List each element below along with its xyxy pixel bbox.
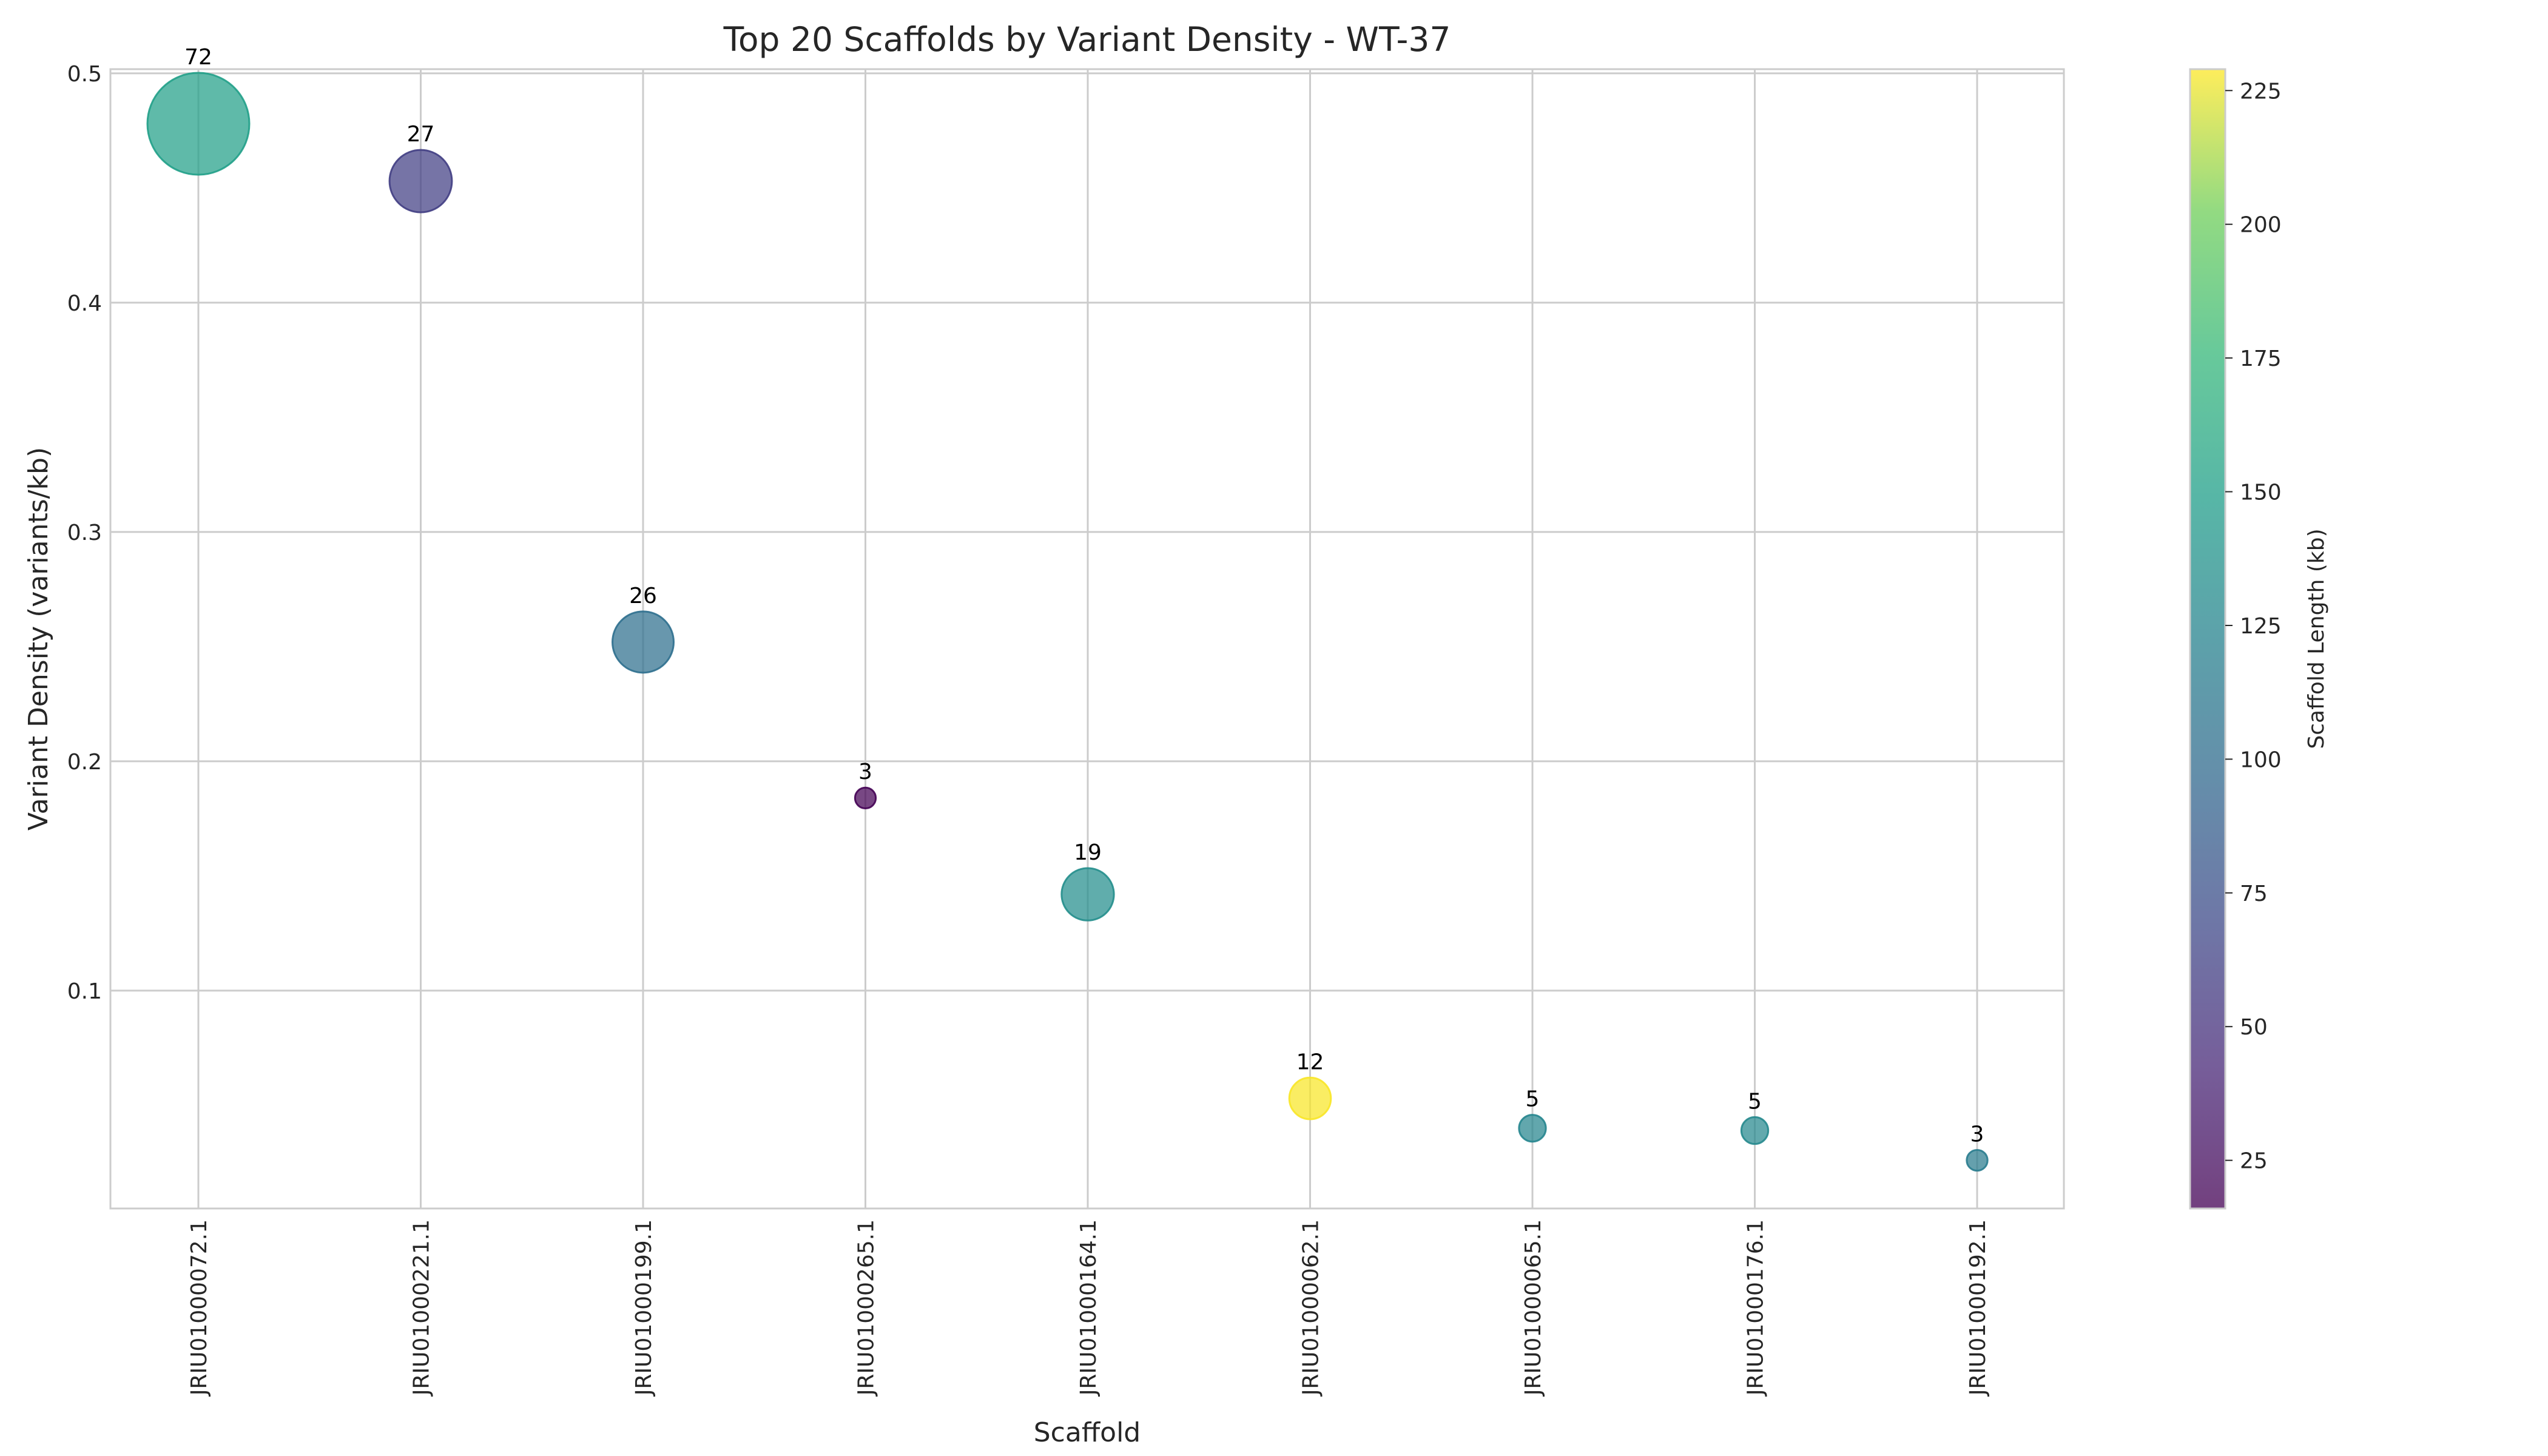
scatter-point [1966, 1148, 1989, 1172]
scatter-point [388, 149, 453, 214]
data-points [146, 72, 1989, 1172]
x-tick-label: JRIU01000164.1 [1076, 1219, 1101, 1397]
colorbar-ticks: 25 50 75 100 125 150 175 200 225 [2225, 79, 2282, 1174]
x-axis-label: Scaffold [1034, 1417, 1141, 1448]
variant-count-label: 3 [858, 760, 872, 784]
colorbar-tick-label: 200 [2240, 213, 2282, 238]
y-axis-ticks: 0.1 0.2 0.3 0.4 0.5 [67, 62, 102, 1004]
colorbar: 25 50 75 100 125 150 175 200 225 Scaffold Length… [2189, 68, 2329, 1210]
variant-count-label: 27 [407, 122, 435, 147]
y-tick-label: 0.5 [67, 62, 102, 87]
scatter-point [1288, 1076, 1332, 1121]
colorbar-tick-label: 25 [2240, 1149, 2268, 1174]
x-tick-label: JRIU01000062.1 [1299, 1219, 1324, 1397]
y-tick-label: 0.4 [67, 291, 102, 316]
x-tick-label: JRIU01000065.1 [1521, 1219, 1546, 1397]
colorbar-tick-label: 50 [2240, 1015, 2268, 1040]
x-tick-label: JRIU01000265.1 [854, 1219, 879, 1397]
scatter-point [1060, 867, 1115, 922]
x-tick-label: JRIU01000192.1 [1966, 1219, 1990, 1397]
scatter-point [854, 786, 877, 810]
colorbar-tick-label: 175 [2240, 346, 2282, 371]
x-axis-ticks: JRIU01000072.1 JRIU01000221.1 JRIU01000199… [187, 1219, 1990, 1397]
colorbar-gradient [2190, 69, 2225, 1208]
colorbar-tick-label: 125 [2240, 614, 2282, 639]
y-tick-label: 0.2 [67, 750, 102, 775]
variant-count-label: 12 [1296, 1050, 1324, 1074]
variant-count-label: 3 [1970, 1122, 1984, 1147]
chart-title: Top 20 Scaffolds by Variant Density - WT… [723, 20, 1451, 59]
variant-count-label: 5 [1748, 1089, 1762, 1114]
y-axis-label: Variant Density (variants/kb) [23, 447, 54, 831]
colorbar-tick-label: 75 [2240, 881, 2268, 906]
scatter-point [612, 610, 675, 674]
colorbar-tick-label: 225 [2240, 79, 2282, 104]
scatter-point [146, 72, 251, 176]
y-tick-label: 0.3 [67, 521, 102, 545]
colorbar-frame [2189, 68, 2226, 1210]
colorbar-label: Scaffold Length (kb) [2304, 528, 2329, 749]
x-tick-label: JRIU01000072.1 [187, 1219, 212, 1397]
colorbar-tick-label: 100 [2240, 747, 2282, 772]
variant-count-label: 5 [1526, 1087, 1540, 1112]
variant-count-label: 19 [1074, 840, 1102, 865]
variant-count-label: 72 [184, 45, 212, 70]
variant-count-labels: 72 27 26 3 19 12 5 5 3 [184, 45, 1984, 1147]
variant-count-label: 26 [629, 584, 657, 608]
colorbar-tick-label: 150 [2240, 480, 2282, 505]
x-gridlines [197, 69, 1978, 1208]
x-tick-label: JRIU01000176.1 [1744, 1219, 1768, 1397]
plot-frame [109, 68, 2065, 1210]
scatter-point [1740, 1116, 1770, 1145]
x-tick-label: JRIU01000221.1 [410, 1219, 434, 1397]
x-tick-label: JRIU01000199.1 [632, 1219, 656, 1397]
scatter-point [1518, 1114, 1547, 1143]
y-tick-label: 0.1 [67, 979, 102, 1004]
